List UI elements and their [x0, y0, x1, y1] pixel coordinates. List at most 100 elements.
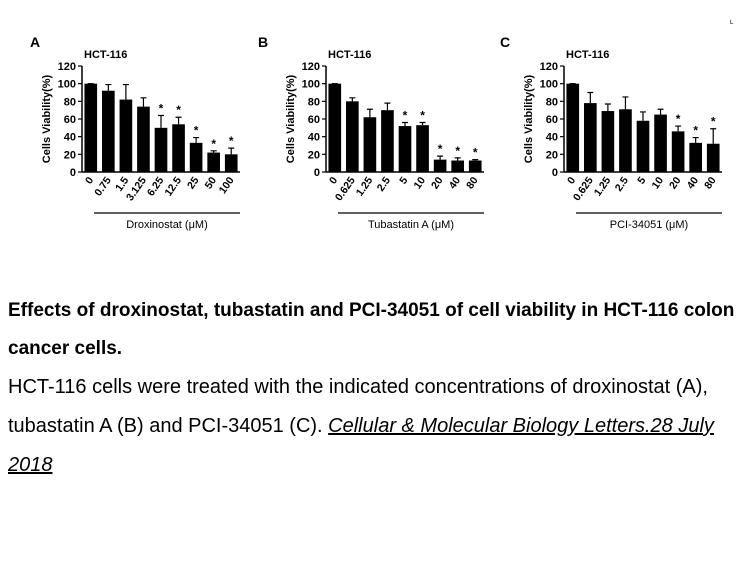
y-tick-label: 120 — [540, 61, 558, 73]
x-tick-label: 2.5 — [613, 175, 631, 194]
error-bar — [437, 155, 444, 160]
x-tick-label: 3.125 — [124, 175, 149, 204]
y-tick-label: 120 — [58, 61, 76, 73]
bar — [468, 160, 482, 172]
y-tick-label: 100 — [58, 79, 76, 91]
bar — [84, 83, 98, 172]
x-tick-label: 12.5 — [162, 175, 184, 199]
x-tick-label: 0 — [327, 175, 340, 187]
significance-mark: * — [676, 112, 681, 126]
y-tick-label: 100 — [540, 79, 558, 91]
error-bar — [105, 83, 112, 91]
x-tick-label: 2.5 — [375, 175, 393, 194]
error-bar — [140, 97, 147, 107]
bar — [137, 106, 150, 172]
error-bar — [384, 102, 391, 111]
bar — [433, 159, 447, 172]
y-tick-label: 100 — [302, 79, 320, 91]
x-tick-label: 1.25 — [354, 175, 376, 199]
x-axis-label: Droxinostat (μM) — [126, 219, 208, 231]
y-tick-label: 0 — [70, 167, 76, 179]
bar — [654, 114, 667, 172]
y-tick-label: 80 — [546, 96, 558, 108]
bar — [671, 131, 685, 172]
caption-body: HCT-116 cells were treated with the indi… — [8, 368, 754, 485]
error-bar — [640, 111, 646, 121]
x-tick-label: 0.625 — [333, 175, 358, 204]
x-axis-label: Tubastatin A (μM) — [368, 219, 454, 231]
caption-text: HCT-116 cells were treated with the indi… — [8, 376, 708, 437]
bar — [119, 99, 133, 172]
panel-label: A — [30, 34, 40, 50]
bar — [601, 111, 615, 172]
error-bar — [175, 116, 182, 125]
citation-link[interactable]: Cellular & Molecular Biology Letters.28 … — [8, 415, 714, 476]
y-tick-label: 40 — [64, 132, 76, 144]
bar — [346, 101, 359, 172]
bar — [154, 127, 168, 172]
error-bar — [402, 121, 408, 127]
y-tick-label: 20 — [64, 149, 76, 161]
x-tick-label: 100 — [217, 175, 237, 196]
error-bar — [710, 128, 717, 144]
x-tick-label: 5 — [635, 175, 648, 187]
subtitle: HCT-116 — [328, 49, 371, 61]
y-tick-label: 0 — [552, 167, 558, 179]
bar — [619, 109, 632, 172]
x-tick-label: 25 — [185, 175, 202, 192]
x-tick-label: 80 — [702, 175, 719, 192]
error-bar — [622, 96, 629, 110]
panel-label: B — [258, 34, 268, 50]
caption-title: Effects of droxinostat, tubastatin and P… — [8, 300, 735, 359]
significance-mark: * — [473, 146, 478, 160]
x-tick-label: 0 — [83, 175, 96, 187]
significance-mark: * — [194, 124, 199, 138]
error-bar — [454, 157, 461, 161]
significance-mark: * — [438, 142, 443, 156]
error-bar — [122, 83, 129, 100]
x-tick-label: 0.75 — [92, 175, 114, 199]
subtitle: HCT-116 — [84, 49, 127, 61]
bar — [451, 160, 464, 172]
y-tick-label: 60 — [546, 114, 558, 126]
error-bar — [210, 150, 217, 153]
error-bar — [228, 147, 235, 155]
bar — [172, 124, 185, 172]
bar — [706, 143, 720, 172]
bar — [416, 125, 429, 172]
significance-mark: * — [403, 109, 408, 123]
x-tick-label: 40 — [685, 175, 702, 192]
bar — [689, 142, 702, 172]
y-tick-label: 40 — [546, 132, 558, 144]
caption: Effects of droxinostat, tubastatin and P… — [8, 292, 754, 485]
y-tick-label: 80 — [64, 96, 76, 108]
bar — [102, 90, 115, 172]
x-tick-label: 20 — [667, 175, 684, 192]
error-bar — [366, 108, 373, 118]
error-bar — [472, 159, 479, 161]
x-tick-label: 0.625 — [571, 175, 596, 204]
y-tick-label: 20 — [308, 149, 320, 161]
subtitle: HCT-116 — [566, 49, 609, 61]
y-tick-label: 120 — [302, 61, 320, 73]
y-tick-label: 20 — [546, 149, 558, 161]
error-bar — [419, 121, 426, 126]
bar — [207, 152, 220, 172]
x-tick-label: 10 — [649, 175, 666, 192]
bar — [584, 103, 597, 172]
x-tick-label: 80 — [464, 175, 481, 192]
y-axis-label: Cells Viability(%) — [41, 74, 53, 163]
x-tick-label: 20 — [429, 175, 446, 192]
error-bar — [587, 91, 594, 104]
y-tick-label: 40 — [308, 132, 320, 144]
error-bar — [675, 125, 682, 132]
bar — [636, 120, 650, 172]
error-bar — [193, 136, 200, 143]
bar — [224, 154, 238, 172]
x-tick-label: 5 — [397, 175, 410, 187]
y-axis-label: Cells Viability(%) — [523, 74, 535, 163]
x-tick-label: 0 — [565, 175, 578, 187]
corner-mark: L — [730, 20, 734, 26]
